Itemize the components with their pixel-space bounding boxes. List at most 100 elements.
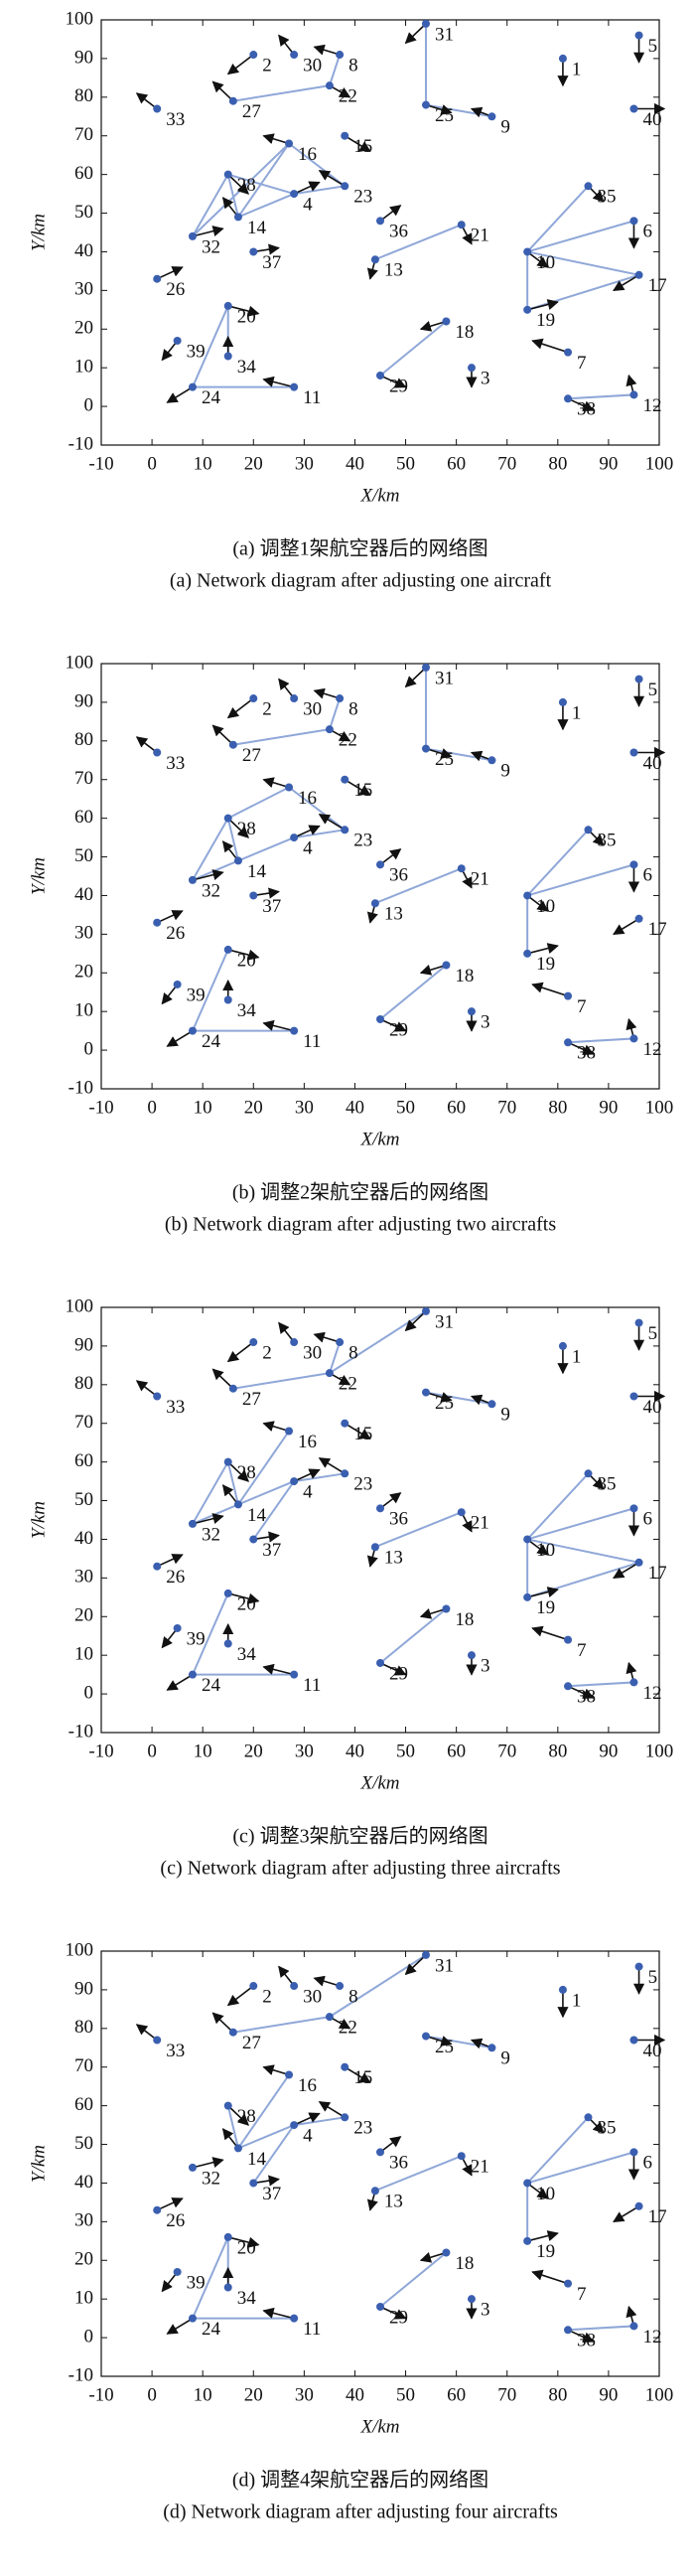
node-label: 15: [353, 136, 372, 157]
aircraft-node: [249, 1338, 258, 1347]
heading-arrow: [344, 2066, 371, 2083]
aircraft-node: [223, 995, 232, 1004]
y-tick-label: 80: [74, 1373, 93, 1394]
y-tick-label: 100: [66, 8, 94, 29]
heading-arrow: [227, 174, 249, 195]
node-label: 2: [262, 1342, 272, 1363]
y-tick-label: 40: [74, 884, 93, 905]
x-tick-label: 90: [599, 453, 618, 474]
node-label: 1: [572, 1990, 582, 2011]
x-tick-label: 100: [645, 453, 674, 474]
aircraft-node: [629, 390, 638, 399]
aircraft-node: [188, 2314, 197, 2323]
edge: [192, 2236, 229, 2320]
caption: (d) 调整4架航空器后的网络图: [232, 2469, 488, 2492]
node-label: 40: [642, 2041, 661, 2061]
node-label: 40: [642, 753, 661, 774]
heading-arrow: [419, 320, 447, 332]
node-label: 22: [339, 730, 357, 751]
edge: [226, 1461, 239, 1505]
heading-arrow: [221, 1484, 239, 1505]
node-label: 23: [353, 831, 372, 851]
node-label: 7: [577, 353, 587, 374]
aircraft-node: [249, 2179, 258, 2188]
heading-arrow: [253, 2175, 280, 2187]
aircraft-node: [188, 382, 197, 391]
heading-arrow: [293, 181, 321, 195]
heading-arrow: [526, 2230, 559, 2242]
node-label: 23: [353, 187, 372, 208]
node-label: 6: [642, 1509, 652, 1530]
aircraft-node: [442, 961, 451, 970]
y-tick-label: 10: [74, 1644, 93, 1665]
y-tick-label: 70: [74, 768, 93, 789]
node-label: 13: [384, 260, 403, 281]
heading-arrow: [166, 1029, 194, 1047]
node-label: 24: [202, 1031, 221, 1052]
node-label: 36: [389, 222, 408, 242]
y-tick-label: 50: [74, 2133, 93, 2154]
node-label: 14: [247, 1505, 266, 1526]
node-label: 31: [435, 1955, 454, 1976]
aircraft-node: [290, 2314, 299, 2323]
node-label: 31: [435, 1311, 454, 1332]
edge: [288, 142, 346, 188]
heading-arrow: [262, 2307, 295, 2320]
node-label: 38: [577, 399, 596, 420]
node-label: 39: [187, 341, 206, 362]
heading-arrow: [531, 982, 569, 997]
node-label: 24: [202, 387, 221, 408]
heading-arrow: [227, 1461, 249, 1482]
heading-arrow: [379, 1662, 407, 1676]
edge: [329, 1954, 427, 2018]
aircraft-node: [249, 1982, 258, 1991]
aircraft-node: [290, 1338, 299, 1347]
aircraft-node: [223, 945, 232, 954]
node-label: 17: [648, 919, 667, 940]
y-tick-label: 40: [74, 240, 93, 261]
aircraft-node: [223, 2101, 232, 2110]
node-label: 18: [455, 966, 474, 986]
node-label: 28: [237, 175, 256, 196]
caption: (b) 调整2架航空器后的网络图: [232, 1181, 488, 1204]
y-tick-label: 90: [74, 1978, 93, 1999]
edge: [328, 54, 342, 86]
aircraft-node: [325, 725, 334, 734]
edge: [567, 393, 634, 400]
heading-arrow: [227, 2236, 260, 2248]
edge: [526, 185, 590, 253]
aircraft-node: [188, 1670, 197, 1679]
x-tick-label: 40: [346, 1097, 364, 1118]
aircraft-node: [341, 2062, 349, 2071]
heading-arrow: [227, 1592, 260, 1604]
aircraft-node: [173, 336, 182, 345]
edge: [379, 2251, 448, 2308]
x-tick-label: 0: [147, 2384, 157, 2405]
edge: [237, 2073, 290, 2150]
node-label: 6: [642, 865, 652, 886]
node-label: 9: [500, 2048, 510, 2069]
caption: (a) Network diagram after adjusting one …: [170, 570, 552, 592]
node-label: 26: [166, 1567, 185, 1588]
x-tick-label: 50: [396, 1741, 415, 1761]
aircraft-node: [249, 1535, 258, 1544]
y-tick-label: 30: [74, 2210, 93, 2231]
node-label: 1: [572, 702, 582, 723]
aircraft-node: [223, 301, 232, 310]
aircraft-node: [233, 213, 242, 222]
node-label: 20: [237, 1593, 256, 1614]
node-label: 7: [577, 2284, 587, 2305]
edge: [567, 2325, 634, 2332]
aircraft-node: [341, 131, 349, 140]
aircraft-node: [564, 991, 573, 1000]
node-label: 16: [298, 2075, 317, 2096]
node-label: 33: [166, 2041, 185, 2061]
node-label: 16: [298, 144, 317, 165]
aircraft-node: [376, 2302, 384, 2311]
node-label: 18: [455, 2253, 474, 2274]
node-label: 39: [187, 1628, 206, 1649]
edge: [379, 1607, 448, 1664]
node-label: 6: [642, 2153, 652, 2174]
y-tick-label: 80: [74, 729, 93, 750]
aircraft-node: [523, 949, 532, 958]
